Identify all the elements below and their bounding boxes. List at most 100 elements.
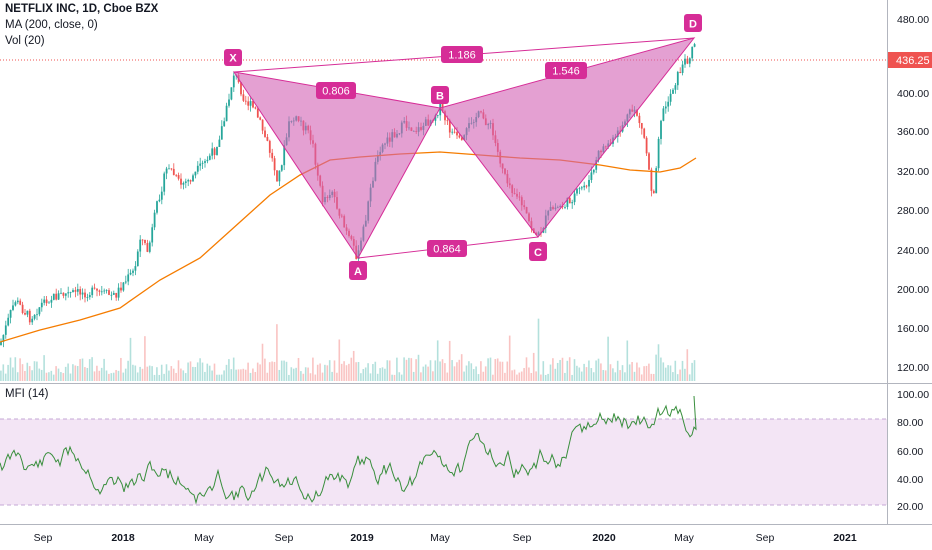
ratio-xab-label: 0.806	[322, 86, 350, 98]
volume-bar	[62, 373, 65, 381]
candle-body	[242, 94, 245, 101]
volume-bar	[472, 369, 475, 381]
candle-body	[453, 131, 456, 133]
volume-bar	[487, 358, 489, 381]
candle-body	[69, 292, 72, 293]
volume-bar	[84, 367, 86, 381]
volume-bar	[103, 358, 105, 381]
time-tick: May	[674, 532, 695, 544]
volume-bar	[50, 370, 53, 381]
candle-body	[175, 174, 178, 176]
candle-body	[31, 318, 34, 323]
volume-bar	[537, 318, 540, 381]
time-axis[interactable]: Sep 2018 May Sep 2019 May Sep 2020 May S…	[34, 532, 857, 544]
price-tick: 240.00	[897, 245, 929, 257]
candle-body	[72, 290, 74, 293]
volume-bar	[576, 365, 578, 381]
volume-bar	[340, 363, 343, 381]
candle-body	[662, 108, 665, 121]
volume-bar	[604, 370, 607, 381]
candle-body	[669, 93, 672, 102]
volume-bar	[184, 373, 187, 381]
volume-bar	[280, 360, 283, 381]
volume-bar	[446, 372, 449, 381]
ma-legend[interactable]: MA (200, close, 0)	[5, 19, 98, 31]
candle-body	[24, 312, 26, 315]
candle-body	[652, 190, 655, 194]
volume-bar	[9, 357, 12, 381]
volume-bar	[350, 357, 353, 381]
volume-bar	[232, 357, 235, 381]
volume-bar	[261, 343, 264, 381]
price-tick: 360.00	[897, 126, 929, 138]
volume-bar	[364, 367, 367, 381]
volume-bar	[328, 360, 331, 381]
candle-body	[211, 148, 214, 156]
volume-bar	[316, 364, 319, 381]
volume-bar	[362, 369, 365, 381]
volume-bar	[597, 358, 600, 381]
volume-bar	[120, 357, 122, 381]
candle-body	[444, 111, 446, 121]
volume-bar	[460, 354, 463, 381]
volume-bar	[652, 373, 655, 381]
volume-bar	[122, 372, 125, 381]
mfi-tick: 60.00	[897, 446, 923, 458]
volume-bar	[218, 374, 221, 381]
candle-body	[434, 115, 437, 121]
volume-bar	[578, 367, 581, 381]
volume-bar	[146, 366, 149, 381]
candle-body	[180, 178, 182, 185]
candle-body	[93, 287, 96, 289]
volume-bar	[614, 372, 617, 381]
volume-bar	[405, 359, 408, 381]
volume-bar	[645, 365, 648, 381]
volume-bar	[624, 372, 626, 381]
volume-bar	[309, 373, 312, 381]
volume-bar	[484, 366, 487, 381]
volume-bar	[192, 366, 194, 381]
candle-body	[122, 282, 125, 291]
volume-bar	[240, 369, 242, 381]
mfi-tick: 100.00	[897, 389, 929, 401]
volume-bar	[180, 368, 182, 381]
volume-bar	[86, 367, 89, 381]
volume-bar	[672, 372, 674, 381]
candle-body	[588, 179, 590, 187]
volume-bar	[393, 374, 396, 381]
volume-bar	[177, 360, 180, 381]
price-axis[interactable]: 480.00 400.00 360.00 320.00 280.00 240.0…	[888, 14, 932, 374]
volume-bar	[391, 374, 393, 381]
volume-bar	[528, 367, 530, 381]
candle-body	[660, 120, 662, 139]
volume-bar	[633, 371, 636, 381]
volume-bar	[124, 368, 127, 381]
candle-body	[64, 293, 67, 296]
symbol-title[interactable]: NETFLIX INC, 1D, Cboe BZX	[5, 3, 159, 15]
volume-bar	[292, 368, 295, 381]
mfi-legend[interactable]: MFI (14)	[5, 388, 49, 400]
volume-bar	[326, 365, 329, 381]
candle-body	[204, 161, 206, 163]
vol-legend[interactable]: Vol (20)	[5, 35, 45, 47]
bat-pattern[interactable]	[232, 37, 696, 259]
volume-bar	[465, 365, 468, 381]
volume-bar	[60, 372, 62, 381]
volume-bar	[98, 370, 101, 381]
mfi-axis[interactable]: 100.00 80.00 60.00 40.00 20.00	[897, 389, 929, 513]
candle-body	[436, 115, 439, 117]
time-tick: 2019	[350, 532, 374, 544]
volume-bar	[568, 357, 571, 381]
volume-bar	[684, 368, 686, 381]
volume-bar	[415, 359, 417, 381]
volume-bar	[600, 363, 602, 381]
volume-bar	[276, 324, 278, 381]
volume-bar	[626, 340, 629, 381]
candle-body	[216, 147, 218, 155]
volume-bar	[420, 372, 422, 381]
ratio-abc-label: 0.864	[433, 244, 461, 256]
volume-bar	[211, 370, 213, 381]
candle-body	[96, 288, 98, 291]
volume-bar	[67, 363, 69, 381]
